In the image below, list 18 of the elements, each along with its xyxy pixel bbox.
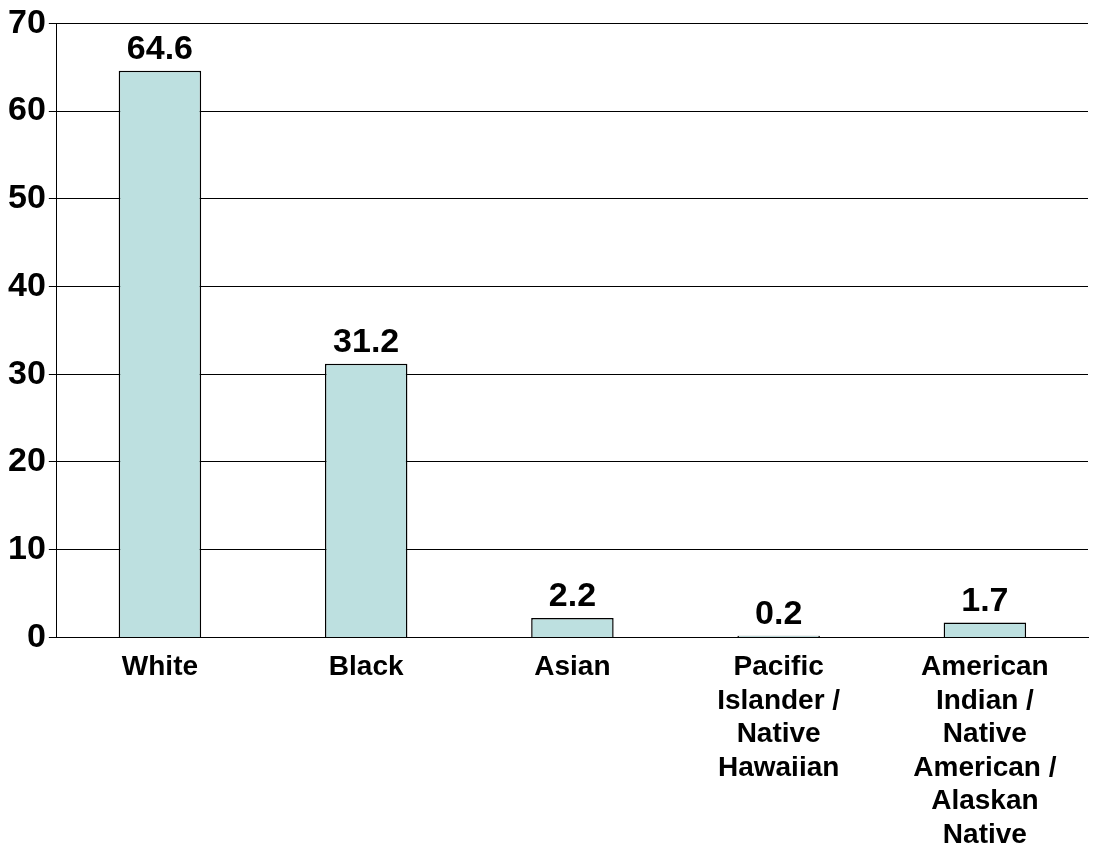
y-tick-label: 30 xyxy=(7,352,46,391)
x-tick-label: Black xyxy=(328,649,404,681)
data-label: 64.6 xyxy=(126,28,194,67)
x-tick-label: American Indian / Native American / Alaskan Native xyxy=(913,649,1057,849)
y-tick-label: 10 xyxy=(7,528,46,567)
x-tick-label: Pacific Islander / Native Hawaiian xyxy=(717,649,841,782)
x-tick-label: White xyxy=(121,649,199,681)
y-tick-label: 70 xyxy=(7,1,46,40)
y-tick-label: 20 xyxy=(7,440,46,479)
x-tick-label: Asian xyxy=(534,649,611,681)
data-label: 0.2 xyxy=(755,593,803,632)
data-label: 2.2 xyxy=(548,575,597,614)
data-label: 31.2 xyxy=(333,321,400,360)
y-tick-label: 40 xyxy=(7,264,46,303)
data-label: 1.7 xyxy=(961,579,1009,618)
y-tick-label: 60 xyxy=(7,89,46,128)
y-tick-label: 0 xyxy=(26,615,46,654)
y-tick-label: 50 xyxy=(7,177,46,216)
